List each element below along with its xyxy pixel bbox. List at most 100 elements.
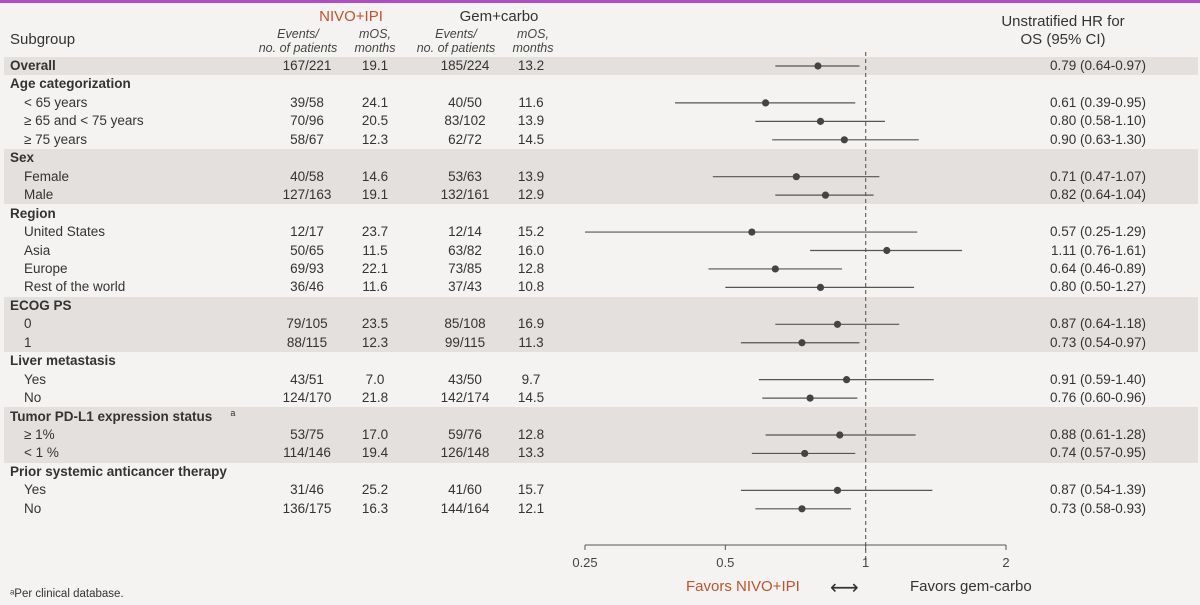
favors-right: Favors gem-carbo [910,578,1032,595]
hr-point [833,486,842,494]
arm1-mos: 19.1 [361,187,389,203]
row-band [4,56,1198,76]
arm1-mos: 12.3 [361,131,389,147]
row-label: Rest of the world [24,279,126,295]
row-label: 1 [24,334,32,350]
arm1-events: 127/163 [282,187,332,203]
subgroup-row: Rest of the world 36/46 11.6 37/43 10.8 0.80 … [0,278,1200,296]
arm1-events: 58/67 [290,131,324,147]
row-label: Tumor PD-L1 expression status [10,408,213,424]
arm2-events: 12/14 [448,224,482,240]
arm1-mos: 11.5 [362,242,388,258]
arm2-events: 99/115 [444,334,486,350]
arm2-mos: 11.3 [518,334,544,350]
subgroup-row: No 124/170 21.8 142/174 14.5 0.76 (0.60-0.96) [0,389,1200,407]
arm2-events: 144/164 [440,500,490,516]
arm2-events: 73/85 [448,260,482,276]
footnote-marker: a [230,407,236,418]
arm2-mos: 12.1 [517,500,545,516]
arm2-mos: 12.8 [517,427,545,442]
row-label: Europe [24,260,68,276]
arm2-mos: 13.9 [517,168,545,184]
hr-ci-text: 0.80 (0.50-1.27) [1049,279,1146,295]
category-row: Sex [0,149,1200,167]
row-band [4,149,1198,205]
hr-header: Unstratified HR for OS (95% CI) [1001,13,1125,48]
arm2-events: 40/50 [448,94,482,110]
subgroup-row: Europe 69/93 22.1 73/85 12.8 0.64 (0.46-0.89) [0,260,1200,278]
x-tick-label: 1 [862,555,869,570]
hr-point [816,117,825,125]
row-label: No [24,390,42,406]
hr-ci-text: 1.11 (0.76-1.61) [1050,242,1146,258]
arm2-mos: 13.9 [517,113,545,129]
row-label: ≥ 1% [24,427,55,442]
arm1-events: 136/175 [282,500,332,516]
subgroup-row: Male 127/163 19.1 132/161 12.9 0.82 (0.64-1.0… [0,186,1200,204]
arm1-header: NIVO+IPI [319,8,383,25]
arm2-mos: 15.7 [517,482,545,498]
hr-ci-text: 0.88 (0.61-1.28) [1049,427,1146,442]
hr-ci-text: 0.87 (0.64-1.18) [1049,316,1146,332]
hr-point [883,246,891,255]
arm1-events-label: Events/no. of patients [258,27,338,55]
category-row: Prior systemic anticancer therapy [0,463,1200,481]
row-label: < 1 % [24,445,59,461]
favors-left: Favors NIVO+IPI [686,578,800,595]
arm2-header: Gem+carbo [459,8,539,25]
hr-point [842,376,851,384]
hr-point [792,173,800,181]
row-label: Asia [24,242,51,258]
arm2-events: 185/224 [440,58,490,73]
arm2-events: 59/76 [448,427,482,442]
arm2-mos: 14.5 [517,390,545,406]
arm2-events: 132/161 [440,187,490,203]
arm2-events: 43/50 [448,371,482,387]
subgroup-row: < 1 % 114/146 19.4 126/148 13.3 0.74 (0.57-0.… [0,444,1200,462]
row-label: ECOG PS [10,297,72,313]
row-label: United States [24,224,106,240]
arm2-mos: 16.9 [517,316,545,332]
row-label: Liver metastasis [10,353,116,369]
arm1-mos: 7.0 [365,371,385,387]
arm2-events: 83/102 [444,113,486,129]
hr-point [814,62,822,70]
hr-ci-text: 0.82 (0.64-1.04) [1049,187,1146,203]
row-label: Yes [24,371,47,387]
arm1-mos: 11.6 [362,279,388,295]
hr-ci-text: 0.73 (0.54-0.97) [1049,334,1146,350]
arm1-mos: 12.3 [361,334,389,350]
hr-point [833,320,842,328]
arm1-events: 36/46 [290,279,324,295]
category-row: Tumor PD-L1 expression status a [0,408,1200,426]
arm1-events: 53/75 [290,427,324,442]
subgroup-row: Female 40/58 14.6 53/63 13.9 0.71 (0.47-1.07) [0,168,1200,186]
arm1-mos: 21.8 [361,390,389,406]
footnote: ᵃPer clinical database. [10,588,124,600]
subgroup-row: < 65 years 39/58 24.1 40/50 11.6 0.61 (0.39-0… [0,94,1200,112]
subgroup-row: ≥ 75 years 58/67 12.3 62/72 14.5 0.90 (0.63-1… [0,131,1200,149]
arm2-mos-label: mOS, months [512,27,554,55]
arm2-mos: 13.3 [517,445,545,461]
hr-ci-text: 0.79 (0.64-0.97) [1049,58,1146,73]
subgroup-row: 1 88/115 12.3 99/115 11.3 0.73 (0.54-0.97) [0,334,1200,352]
subgroup-row: United States 12/17 23.7 12/14 15.2 0.57 (0.2… [0,223,1200,241]
arm2-events: 53/63 [448,168,482,184]
arm2-events-label: Events/no. of patients [416,27,496,55]
arm2-events: 63/82 [448,242,482,258]
hr-point [798,339,806,347]
hr-ci-text: 0.61 (0.39-0.95) [1049,94,1146,110]
x-tick-label: 2 [1002,555,1009,570]
row-label: Age categorization [10,76,131,92]
arm1-mos-label: mOS, months [354,27,396,55]
row-label: < 65 years [24,94,88,110]
arm2-mos: 14.5 [517,131,545,147]
hr-point [816,283,825,291]
hr-ci-text: 0.76 (0.60-0.96) [1049,390,1146,406]
row-band [4,407,1198,463]
row-label: ≥ 75 years [24,131,87,147]
hr-ci-text: 0.71 (0.47-1.07) [1049,168,1146,184]
arm1-events: 31/46 [290,482,324,498]
hr-ci-text: 0.64 (0.46-0.89) [1049,260,1146,276]
subgroup-header: Subgroup [10,31,76,48]
